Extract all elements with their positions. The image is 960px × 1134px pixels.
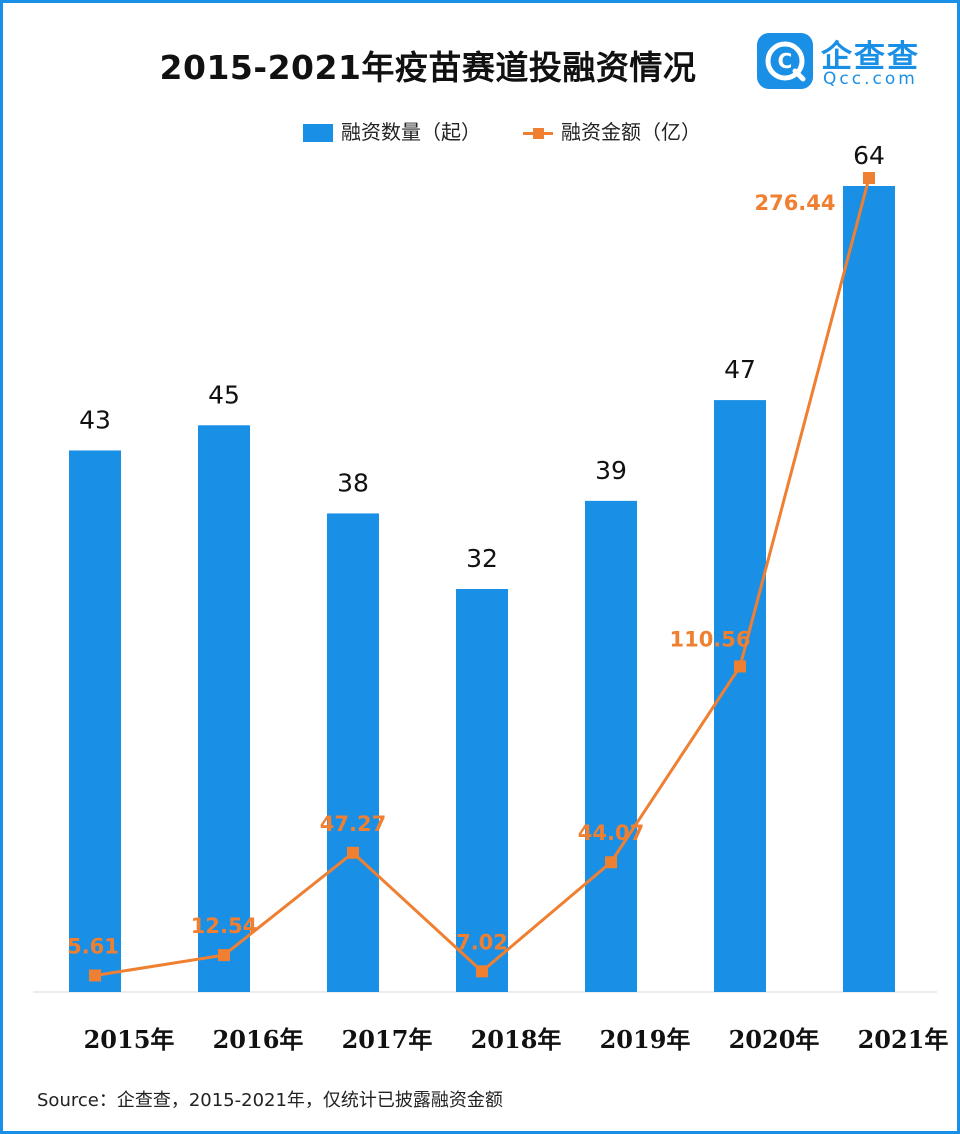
legend-item-line: 融资金额（亿） bbox=[523, 115, 701, 149]
chart-legend: 融资数量（起） 融资金额（亿） bbox=[3, 115, 960, 149]
line-marker-6 bbox=[863, 172, 875, 184]
line-value-label-2: 47.27 bbox=[320, 812, 386, 836]
line-marker-1 bbox=[218, 949, 230, 962]
x-tick-label-0: 2015年 bbox=[84, 1025, 175, 1054]
line-value-label-4: 44.07 bbox=[578, 821, 644, 845]
bar-1 bbox=[198, 425, 250, 992]
line-value-label-1: 12.54 bbox=[191, 914, 257, 938]
bar-3 bbox=[456, 589, 508, 992]
source-note: Source：企查查，2015-2021年，仅统计已披露融资金额 bbox=[37, 1090, 503, 1111]
line-value-label-3: 7.02 bbox=[456, 930, 508, 954]
x-tick-label-4: 2019年 bbox=[600, 1025, 691, 1054]
bar-value-label-3: 32 bbox=[466, 544, 498, 573]
line-marker-0 bbox=[89, 969, 101, 982]
legend-line-swatch bbox=[523, 124, 553, 142]
line-value-label-0: 5.61 bbox=[67, 934, 119, 958]
x-tick-label-3: 2018年 bbox=[471, 1025, 562, 1054]
bar-value-label-2: 38 bbox=[337, 468, 369, 497]
line-value-label-5: 110.56 bbox=[669, 627, 750, 651]
bar-4 bbox=[585, 500, 637, 992]
brand-logo: C 企查查 Qcc.com bbox=[757, 31, 932, 91]
legend-item-bar: 融资数量（起） bbox=[303, 115, 481, 149]
x-tick-label-5: 2020年 bbox=[729, 1025, 820, 1054]
bar-value-label-6: 64 bbox=[853, 141, 885, 170]
legend-bar-swatch bbox=[303, 124, 333, 142]
bar-5 bbox=[714, 400, 766, 992]
x-tick-label-2: 2017年 bbox=[342, 1025, 433, 1054]
svg-text:C: C bbox=[778, 49, 793, 73]
x-tick-label-1: 2016年 bbox=[213, 1025, 304, 1054]
chart-title: 2015-2021年疫苗赛道投融资情况 bbox=[159, 48, 697, 87]
bar-value-label-4: 39 bbox=[595, 456, 627, 485]
bar-6 bbox=[843, 186, 895, 992]
bar-value-label-5: 47 bbox=[724, 355, 756, 384]
legend-bar-label: 融资数量（起） bbox=[341, 120, 481, 144]
bar-value-label-1: 45 bbox=[208, 380, 240, 409]
logo-name: 企查查 bbox=[821, 39, 920, 75]
legend-line-label: 融资金额（亿） bbox=[561, 120, 701, 144]
line-marker-4 bbox=[605, 856, 617, 869]
chart-plot: 43 45 38 32 39 47 64 5.61 12.54 47.27 7.02 44.07 110… bbox=[33, 141, 949, 1054]
qcc-logo-icon: C bbox=[757, 33, 813, 89]
line-marker-2 bbox=[347, 846, 359, 859]
bar-0 bbox=[69, 450, 121, 992]
line-marker-3 bbox=[476, 965, 488, 978]
bar-2 bbox=[327, 513, 379, 992]
logo-domain: Qcc.com bbox=[823, 69, 918, 89]
line-value-label-6: 276.44 bbox=[754, 191, 835, 215]
line-marker-5 bbox=[734, 660, 746, 673]
bar-value-label-0: 43 bbox=[79, 405, 111, 434]
x-tick-label-6: 2021年 bbox=[858, 1025, 949, 1054]
